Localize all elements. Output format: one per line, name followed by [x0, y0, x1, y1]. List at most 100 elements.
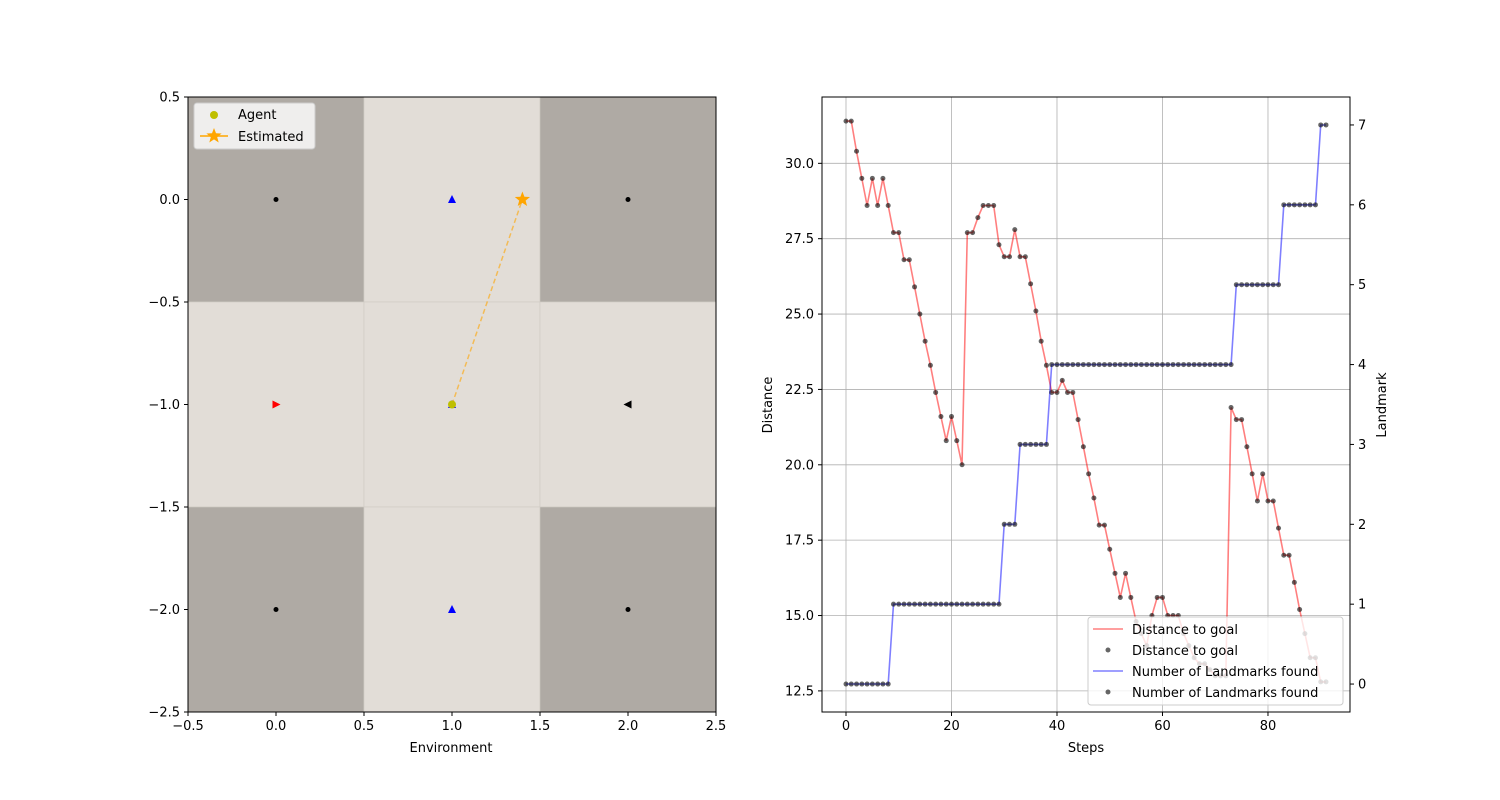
legend-distance-line-label: Distance to goal	[1132, 623, 1238, 638]
y-tick-label: 0.5	[159, 91, 180, 106]
environment-plot: −0.5 0.0 0.5 1.0 1.5 2.0 2.5 0.5 0.0 −0.5 −1.0 −1.…	[148, 91, 726, 757]
data-point-landmarks	[1297, 202, 1303, 208]
data-point-distance	[964, 230, 970, 236]
data-point-landmarks	[991, 601, 997, 607]
data-point-landmarks	[1323, 122, 1329, 128]
data-point-landmarks	[1028, 441, 1034, 447]
estimate-connector	[451, 199, 524, 405]
data-point-distance	[1249, 471, 1255, 477]
data-point-distance	[890, 230, 896, 236]
data-point-landmarks	[927, 601, 933, 607]
data-point-landmarks	[1075, 362, 1081, 368]
x-tick-label: 1.5	[530, 719, 551, 734]
data-point-landmarks	[1059, 362, 1065, 368]
environment-legend-box	[193, 102, 316, 150]
data-point-landmarks	[1012, 521, 1018, 527]
data-point-distance	[859, 175, 865, 181]
data-point-landmarks	[864, 681, 870, 687]
data-point-distance	[1101, 522, 1107, 528]
x-tick-label: 0.5	[354, 719, 375, 734]
landmark-dot-2	[625, 197, 631, 202]
data-point-distance	[1260, 471, 1266, 477]
data-point-landmarks	[1007, 521, 1013, 527]
data-point-distance	[906, 257, 912, 263]
data-point-landmarks	[843, 681, 849, 687]
x-tick-label: 0	[842, 719, 850, 734]
steps-right-y-ticks: 0 1 2 3 4 5 6 7	[1350, 118, 1366, 693]
data-point-landmarks	[1207, 362, 1213, 368]
y-tick-label: 12.5	[785, 684, 814, 699]
data-point-distance	[1281, 552, 1287, 558]
data-point-landmarks	[1170, 362, 1176, 368]
data-point-distance	[1233, 417, 1239, 423]
y-tick-label: −2.0	[148, 603, 180, 618]
estimate-dashed-line	[451, 199, 524, 405]
x-tick-label: −0.5	[172, 719, 204, 734]
y-tick-label: 15.0	[785, 609, 814, 624]
data-point-distance	[1012, 227, 1018, 233]
data-point-distance	[885, 203, 891, 209]
y-tick-label: −1.5	[148, 501, 180, 516]
data-point-distance	[927, 362, 933, 368]
x-tick-label: 40	[1049, 719, 1066, 734]
data-point-distance	[954, 438, 960, 444]
landmark-dot-6	[273, 607, 279, 612]
data-point-landmarks	[854, 681, 860, 687]
y-tick-label: −2.5	[148, 706, 180, 721]
data-point-landmarks	[1175, 362, 1181, 368]
data-point-landmarks	[885, 681, 891, 687]
x-tick-label: 1.0	[442, 719, 463, 734]
data-point-distance	[843, 118, 849, 124]
data-point-landmarks	[1318, 122, 1324, 128]
data-point-distance	[1086, 471, 1092, 477]
data-point-distance	[1049, 389, 1055, 395]
x-tick-label: 60	[1154, 719, 1171, 734]
data-point-distance	[1043, 362, 1049, 368]
data-point-distance	[1154, 594, 1160, 600]
landmark-triangle-left-5	[623, 400, 632, 409]
data-point-distance	[848, 118, 854, 124]
data-point-distance	[975, 215, 981, 221]
data-point-landmarks	[1123, 362, 1129, 368]
data-point-distance	[1033, 308, 1039, 314]
data-point-distance	[970, 230, 976, 236]
data-point-landmarks	[1091, 362, 1097, 368]
data-point-distance	[1254, 498, 1260, 504]
data-point-distance	[1001, 254, 1007, 260]
steps-x-ticks: 0 20 40 60 80	[842, 712, 1276, 734]
data-point-distance	[1123, 570, 1129, 576]
data-point-distance	[1070, 389, 1076, 395]
data-point-distance	[933, 389, 939, 395]
data-point-landmarks	[1033, 441, 1039, 447]
landmark-triangle-up-1	[448, 195, 456, 203]
data-point-distance	[875, 203, 881, 209]
y2-tick-label: 5	[1358, 278, 1366, 293]
data-point-landmarks	[943, 601, 949, 607]
data-point-distance	[943, 438, 949, 444]
series-line-distance	[846, 120, 1326, 683]
x-tick-label: 80	[1260, 719, 1277, 734]
data-point-distance	[1107, 546, 1113, 552]
legend-landmarks-line-label: Number of Landmarks found	[1132, 665, 1318, 680]
data-point-landmarks	[1101, 362, 1107, 368]
data-point-landmarks	[1270, 282, 1276, 288]
data-point-landmarks	[848, 681, 854, 687]
data-point-distance	[1244, 444, 1250, 450]
landmark-triangle-right-3	[272, 400, 281, 409]
data-point-landmarks	[906, 601, 912, 607]
data-point-distance	[1080, 444, 1086, 450]
data-point-landmarks	[1138, 362, 1144, 368]
y-tick-label: 17.5	[785, 534, 814, 549]
data-point-landmarks	[1159, 362, 1165, 368]
data-point-landmarks	[1196, 362, 1202, 368]
data-point-landmarks	[890, 601, 896, 607]
y2-tick-label: 2	[1358, 518, 1366, 533]
data-point-landmarks	[1054, 362, 1060, 368]
agent-markers	[448, 191, 530, 409]
data-point-landmarks	[880, 681, 886, 687]
data-point-landmarks	[1022, 441, 1028, 447]
data-point-distance	[1291, 579, 1297, 585]
legend-distance-point	[1105, 647, 1111, 653]
data-point-landmarks	[1038, 441, 1044, 447]
y2-tick-label: 0	[1358, 678, 1366, 693]
